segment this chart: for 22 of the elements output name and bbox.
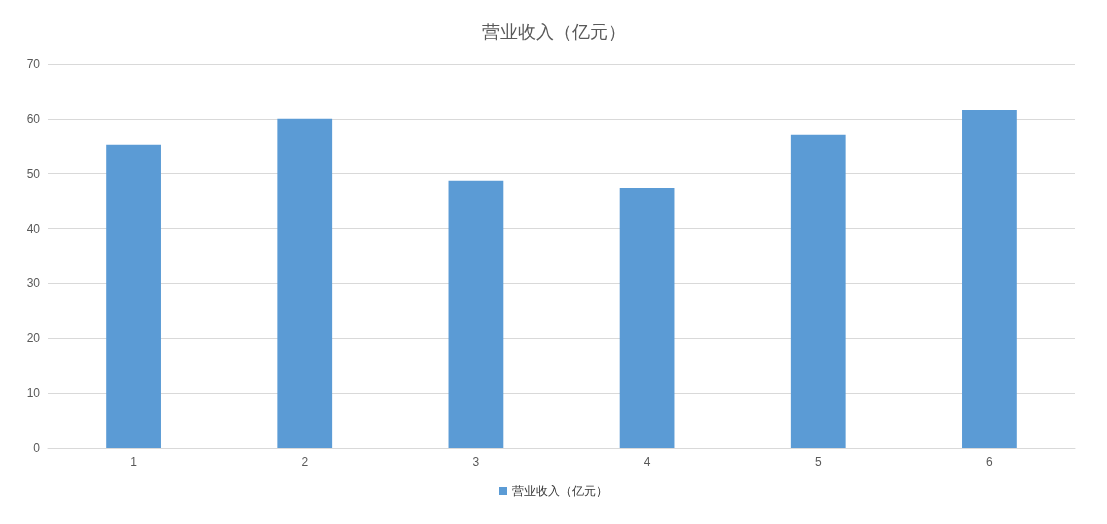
y-tick-label: 10 (26, 386, 41, 401)
y-tick-label: 60 (26, 111, 41, 126)
bar (962, 110, 1017, 448)
bar (106, 144, 161, 448)
y-tick-label: 40 (26, 221, 41, 236)
bar (790, 134, 846, 448)
y-tick-label: 0 (33, 441, 41, 455)
legend-label: 营业收入（亿元） (512, 484, 608, 498)
x-tick-label: 3 (472, 455, 480, 469)
x-tick-label: 2 (301, 455, 309, 469)
y-tick-label: 50 (26, 166, 41, 181)
x-tick-label: 4 (643, 455, 651, 469)
x-tick-label: 1 (130, 455, 138, 469)
x-tick-label: 6 (986, 455, 994, 469)
y-tick-label: 30 (26, 276, 41, 291)
x-tick-label: 5 (814, 455, 822, 469)
bar (277, 118, 333, 448)
y-tick-label: 70 (26, 57, 41, 71)
chart-title: 营业收入（亿元） (481, 22, 626, 42)
bar (619, 187, 675, 448)
y-tick-label: 20 (26, 331, 41, 346)
bar (448, 180, 504, 448)
